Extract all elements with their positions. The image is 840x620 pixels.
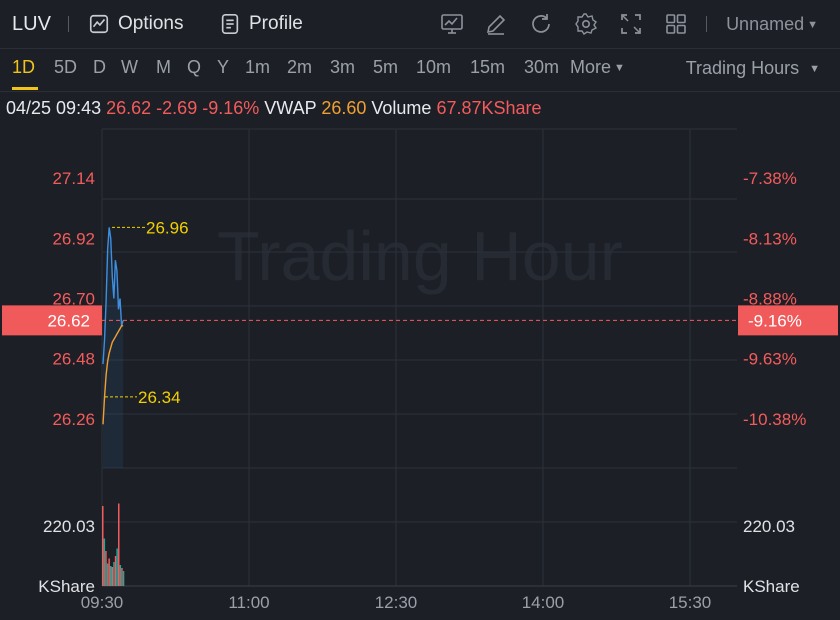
volume-bar: [106, 563, 109, 586]
current-price-tag: [2, 305, 102, 336]
volume-bar: [111, 567, 114, 586]
volume-bar: [102, 506, 104, 586]
session-label: Trading Hours: [685, 58, 800, 78]
profile-label: Profile: [249, 13, 303, 34]
layout-label: Unnamed: [726, 14, 805, 34]
volume-bar: [108, 558, 110, 586]
current-price-label: 26.62: [47, 311, 90, 330]
volume-bar: [119, 565, 122, 586]
volume-bar: [105, 551, 107, 586]
price-tick-label: 26.48: [52, 350, 95, 369]
x-tick-label: 12:30: [375, 593, 418, 612]
top-toolbar: LUV Options Profile Unnamed ▼: [0, 0, 840, 49]
price-area: [103, 227, 124, 468]
chart-icon[interactable]: [440, 12, 464, 36]
quote-info: 04/25 09:43 26.62 -2.69 -9.16% VWAP 26.6…: [6, 98, 542, 119]
timeframe-tab[interactable]: 5D: [54, 57, 78, 77]
pct-tick-label: -8.13%: [743, 229, 797, 248]
x-tick-label: 14:00: [522, 593, 565, 612]
volume-label: Volume: [371, 98, 432, 118]
options-button[interactable]: Options: [88, 13, 183, 35]
timeframe-tab[interactable]: W: [121, 57, 138, 77]
x-tick-label: 09:30: [81, 593, 124, 612]
vwap-value: 26.60: [321, 98, 367, 118]
volume-tick-label-right: 220.03: [743, 517, 795, 536]
volume-bar: [103, 538, 106, 586]
price-tick-label: 26.70: [52, 290, 95, 309]
quote-datetime: 04/25 09:43: [6, 98, 102, 118]
volume-tick-label-left: 220.03: [43, 517, 95, 536]
timeframe-tab[interactable]: 10m: [416, 57, 452, 77]
session-select[interactable]: Trading Hours ▼: [686, 58, 820, 79]
profile-button[interactable]: Profile: [219, 13, 303, 35]
timeframe-tab[interactable]: 5m: [373, 57, 399, 77]
quote-change: -2.69: [156, 98, 198, 118]
timeframe-tab[interactable]: 1D: [12, 57, 36, 77]
price-tick-label: 26.26: [52, 410, 95, 429]
volume-bar: [110, 566, 112, 586]
current-pct-label: -9.16%: [748, 311, 802, 330]
divider: [68, 16, 69, 32]
volume-bar: [114, 556, 117, 586]
more-button[interactable]: More ▼: [570, 57, 625, 78]
high-marker-label: 26.96: [146, 218, 189, 237]
caret-down-icon: ▼: [807, 19, 818, 31]
x-tick-label: 15:30: [669, 593, 712, 612]
current-pct-tag: [738, 305, 838, 336]
timeframe-tab[interactable]: 1m: [245, 57, 271, 77]
timeframe-tab[interactable]: M: [156, 57, 171, 77]
refresh-icon[interactable]: [529, 12, 553, 36]
timeframe-tab[interactable]: Q: [187, 57, 202, 77]
volume-unit-right: KShare: [743, 577, 800, 596]
pct-tick-label: -9.63%: [743, 350, 797, 369]
active-timeframe-indicator: [12, 87, 38, 90]
options-label: Options: [118, 13, 184, 34]
pencil-icon[interactable]: [484, 12, 508, 36]
timeframe-tab[interactable]: 30m: [524, 57, 560, 77]
document-icon: [221, 14, 239, 34]
timeframe-tab[interactable]: Y: [217, 57, 230, 77]
timeframe-tab[interactable]: 3m: [330, 57, 356, 77]
volume-bar: [118, 503, 120, 586]
timeframe-tab[interactable]: D: [93, 57, 106, 77]
fullscreen-icon[interactable]: [619, 12, 643, 36]
caret-down-icon: ▼: [614, 62, 625, 74]
timeframe-tab[interactable]: 15m: [470, 57, 506, 77]
price-line: [102, 227, 124, 365]
volume-value: 67.87KShare: [436, 98, 542, 118]
vwap-label: VWAP: [264, 98, 317, 118]
low-marker-label: 26.34: [138, 388, 181, 407]
vwap-line: [102, 325, 124, 425]
volume-bar: [122, 571, 125, 586]
price-tick-label: 26.92: [52, 229, 95, 248]
pct-tick-label: -7.38%: [743, 169, 797, 188]
x-tick-label: 11:00: [228, 593, 269, 612]
grid-icon[interactable]: [664, 12, 688, 36]
volume-bar: [113, 562, 115, 586]
timeframe-tab[interactable]: 2m: [287, 57, 313, 77]
symbol-title[interactable]: LUV: [12, 13, 51, 35]
timeframe-bar: 1D 5D D W M Q Y 1m 2m 3m 5m 10m 15m 30m More ▼ Trading…: [0, 49, 840, 92]
volume-bar: [121, 568, 123, 586]
quote-change-pct: -9.16%: [202, 98, 260, 118]
layout-select[interactable]: Unnamed ▼: [726, 14, 818, 35]
price-tick-label: 27.14: [52, 169, 95, 188]
gear-icon[interactable]: [574, 12, 598, 36]
pct-tick-label: -8.88%: [743, 290, 797, 309]
options-chart-icon: [89, 14, 109, 34]
volume-bar: [116, 548, 118, 586]
more-label: More: [570, 57, 612, 77]
watermark-text: Trading Hour: [217, 217, 623, 295]
divider: [706, 16, 707, 32]
quote-price: 26.62: [106, 98, 152, 118]
caret-down-icon: ▼: [809, 63, 820, 75]
pct-tick-label: -10.38%: [743, 410, 806, 429]
volume-unit-left: KShare: [38, 577, 95, 596]
